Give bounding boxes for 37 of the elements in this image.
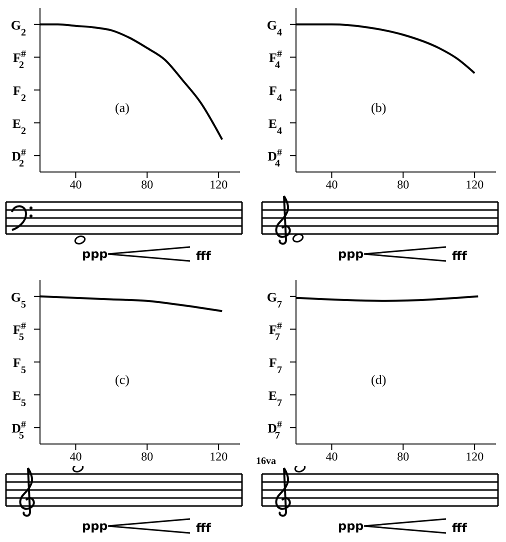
x-tick-label: 80 xyxy=(397,450,410,464)
text: ppp xyxy=(82,519,108,533)
text: ppp xyxy=(338,247,364,261)
category-label: G$_{2}$ xyxy=(10,17,26,38)
text: fff xyxy=(452,521,468,535)
x-tick-label: 120 xyxy=(210,450,228,464)
category-label: F$_{4}$ xyxy=(269,83,282,104)
x-tick-label: 80 xyxy=(141,450,154,464)
text: fff xyxy=(452,249,468,263)
annotation: (c) xyxy=(115,372,130,388)
text: ppp xyxy=(82,247,108,261)
category-label: F$_{2}$ xyxy=(13,83,26,104)
text: fff xyxy=(196,249,212,263)
category-label: F$_{7}$ xyxy=(269,355,282,376)
annotation: (a) xyxy=(115,100,130,116)
x-tick-label: 40 xyxy=(70,450,82,464)
x-tick-label: 80 xyxy=(397,178,410,192)
x-tick-label: 120 xyxy=(466,178,484,192)
category-label: E$_{2}$ xyxy=(12,116,26,136)
x-tick-label: 40 xyxy=(70,178,82,192)
x-tick-label: 120 xyxy=(210,178,228,192)
annotation: (d) xyxy=(371,372,386,388)
x-tick-label: 40 xyxy=(326,450,338,464)
category-label: G$_{5}$ xyxy=(10,289,26,310)
x-tick-label: 40 xyxy=(326,178,338,192)
text: ppp xyxy=(338,519,364,533)
category-label: G$_{7}$ xyxy=(266,289,282,310)
category-label: F$_{5}$ xyxy=(13,355,26,376)
x-tick-label: 80 xyxy=(141,178,154,192)
category-label: E$_{5}$ xyxy=(12,388,26,408)
text: 16va xyxy=(256,456,276,467)
category-label: E$_{7}$ xyxy=(268,388,282,408)
text: fff xyxy=(196,521,212,535)
category-label: E$_{4}$ xyxy=(268,116,282,136)
category-label: G$_{4}$ xyxy=(266,17,282,38)
annotation: (b) xyxy=(371,100,386,116)
x-tick-label: 120 xyxy=(466,450,484,464)
